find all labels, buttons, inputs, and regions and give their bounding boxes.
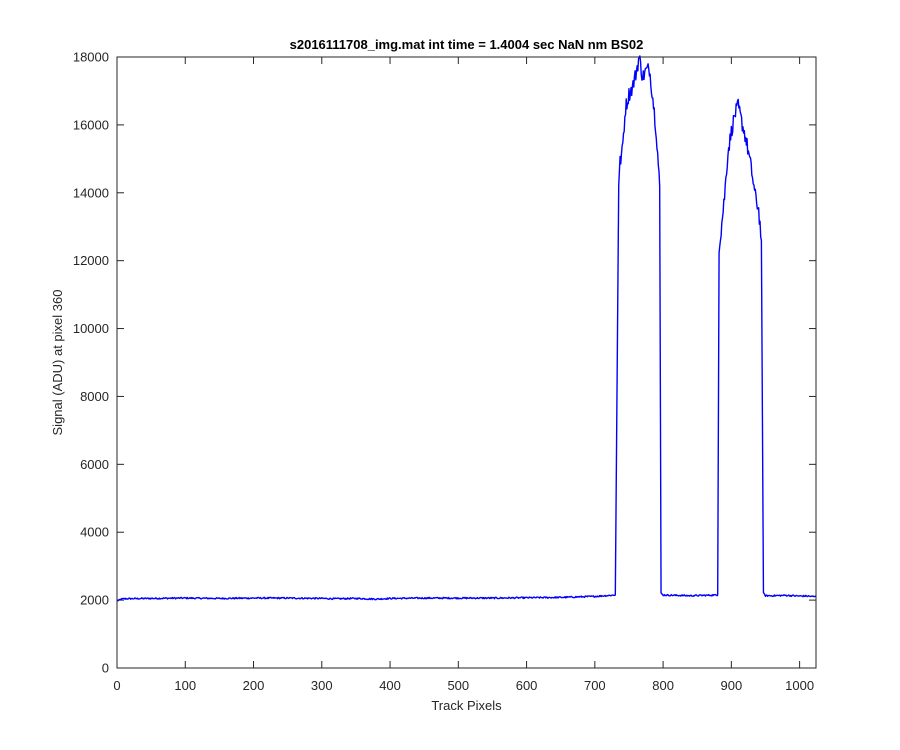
- y-tick-label: 18000: [73, 50, 109, 65]
- x-tick-label: 200: [243, 678, 265, 693]
- y-tick-label: 10000: [73, 321, 109, 336]
- y-tick-label: 4000: [80, 525, 109, 540]
- series-layer: [116, 55, 817, 602]
- chart-title: s2016111708_img.mat int time = 1.4004 se…: [290, 37, 644, 52]
- y-tick-label: 2000: [80, 593, 109, 608]
- x-tick-label: 400: [379, 678, 401, 693]
- x-tick-label: 0: [113, 678, 120, 693]
- x-tick-label: 100: [174, 678, 196, 693]
- axes-box: [116, 56, 817, 669]
- x-tick-label: 700: [584, 678, 606, 693]
- y-axis-label: Signal (ADU) at pixel 360: [50, 290, 65, 436]
- x-tick-label: 600: [516, 678, 538, 693]
- y-tick-label: 6000: [80, 457, 109, 472]
- y-tick-label: 8000: [80, 389, 109, 404]
- plot-area: [117, 57, 816, 668]
- y-tick-label: 0: [102, 661, 109, 676]
- x-axis-label: Track Pixels: [431, 698, 502, 713]
- x-tick-label: 800: [652, 678, 674, 693]
- x-tick-label: 500: [447, 678, 469, 693]
- y-tick-label: 12000: [73, 253, 109, 268]
- x-tick-label: 900: [721, 678, 743, 693]
- series-line: [116, 55, 817, 602]
- x-tick-label: 1000: [785, 678, 814, 693]
- y-tick-label: 14000: [73, 185, 109, 200]
- y-tick-label: 16000: [73, 117, 109, 132]
- ticks-layer: 0 100 200 300 400 500 600 700 800 900 100002000400…: [73, 50, 816, 693]
- x-tick-label: 300: [311, 678, 333, 693]
